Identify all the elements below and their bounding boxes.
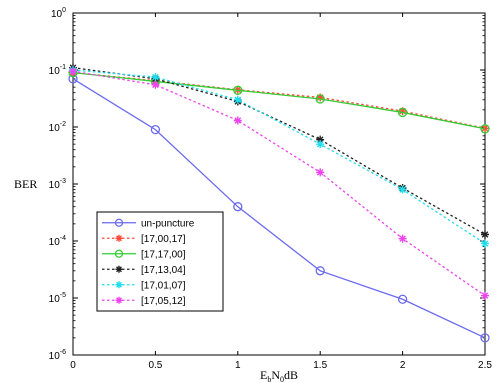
legend-item: [17,00,17] <box>102 234 186 245</box>
x-axis: 0 0.5 1 1.5 2 2.5 <box>70 13 492 371</box>
data-point <box>69 67 77 76</box>
data-point <box>397 107 408 118</box>
legend-marker <box>115 281 123 289</box>
x-tick-label: 2 <box>400 360 406 371</box>
y-tick-label: 10-1 <box>49 64 66 77</box>
data-point <box>315 266 325 276</box>
data-point <box>233 95 242 104</box>
y-axis-label: BER <box>14 177 37 191</box>
legend-label: [17,13,04] <box>141 265 186 276</box>
legend-label: un-puncture <box>141 218 195 229</box>
series-line <box>72 66 486 236</box>
data-point <box>481 239 489 248</box>
data-point <box>151 73 160 82</box>
legend-item: [17,01,07] <box>102 280 186 291</box>
y-axis: 100 10-1 10-2 10-3 10-4 10-5 10-6 <box>49 7 485 362</box>
x-tick-label: 1 <box>235 360 241 371</box>
series-line <box>72 69 486 245</box>
legend-item: un-puncture <box>102 218 195 229</box>
data-point <box>233 116 242 125</box>
data-point <box>151 80 160 89</box>
legend-marker <box>115 296 123 304</box>
legend-item: [17,05,12] <box>102 296 186 307</box>
data-point <box>316 93 325 102</box>
data-point <box>316 168 325 177</box>
y-tick-label: 100 <box>51 7 66 20</box>
y-tick-label: 10-4 <box>49 235 66 248</box>
legend-label: [17,00,17] <box>141 234 186 245</box>
x-tick-label: 1.5 <box>313 360 327 371</box>
data-point <box>398 234 407 243</box>
legend-marker <box>115 265 123 273</box>
series-layer <box>68 63 490 343</box>
data-point <box>398 185 407 194</box>
data-point <box>397 294 408 304</box>
x-tick-label: 2.5 <box>478 360 492 371</box>
series-0 <box>68 74 490 343</box>
data-point <box>481 230 489 239</box>
data-point <box>233 85 243 95</box>
x-axis-label: EbN0dB <box>260 368 298 383</box>
data-point <box>480 124 490 134</box>
data-point <box>150 124 161 135</box>
data-point <box>233 202 243 212</box>
series-line <box>72 70 486 297</box>
y-tick-label: 10-5 <box>49 292 66 305</box>
data-point <box>316 140 325 149</box>
y-tick-label: 10-6 <box>49 349 66 362</box>
legend-item: [17,13,04] <box>102 265 186 276</box>
y-tick-label: 10-3 <box>49 178 66 191</box>
series-line <box>72 78 486 339</box>
data-point <box>315 94 325 104</box>
legend-marker <box>115 234 123 242</box>
legend-marker <box>114 249 124 258</box>
legend-label: [17,01,07] <box>141 280 186 291</box>
legend-marker <box>114 218 124 227</box>
data-point <box>316 135 325 144</box>
series-line <box>72 71 486 130</box>
series-5 <box>69 67 489 300</box>
legend-box <box>96 211 224 312</box>
data-point <box>398 107 407 116</box>
x-tick-label: 0.5 <box>148 360 162 371</box>
legend: un-puncture [17,00,17] [17,17,00] [17,13,04… <box>96 211 224 312</box>
legend-label: [17,05,12] <box>141 296 186 307</box>
data-point <box>480 333 490 343</box>
y-tick-label: 10-2 <box>49 121 66 134</box>
x-tick-label: 0 <box>70 360 76 371</box>
legend-label: [17,17,00] <box>141 249 186 260</box>
data-point <box>481 291 489 300</box>
legend-item: [17,17,00] <box>102 249 186 260</box>
series-line <box>72 71 486 129</box>
